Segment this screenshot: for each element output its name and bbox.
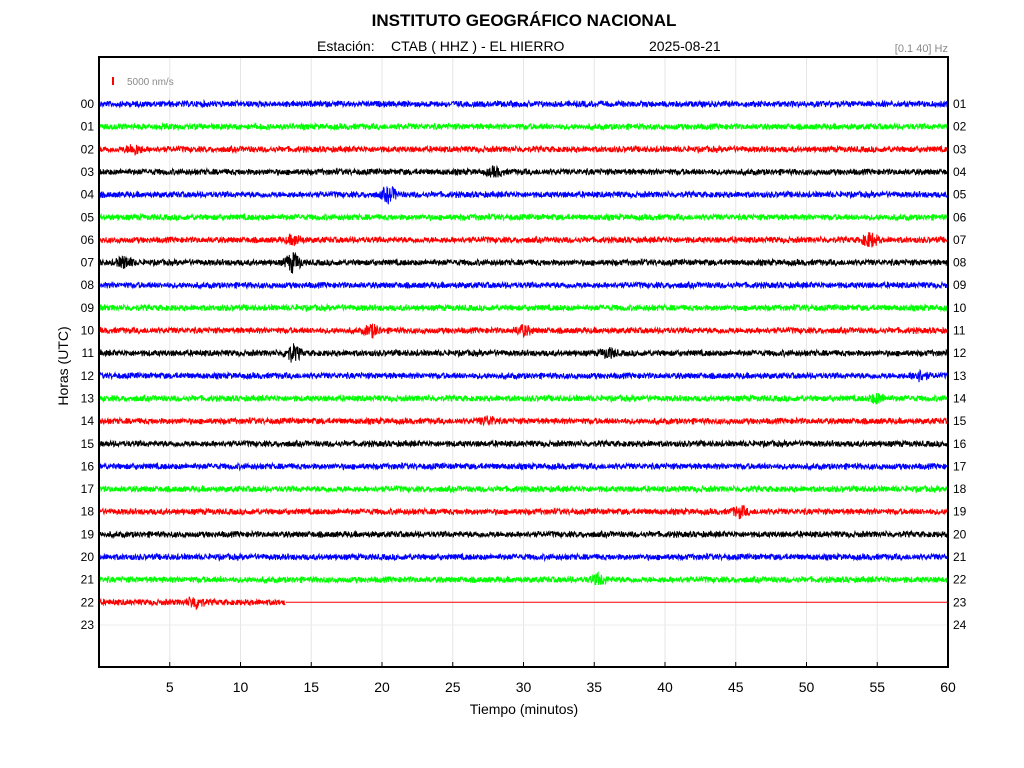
- right-hour-label: 05: [953, 188, 967, 202]
- right-hour-label: 18: [953, 482, 967, 496]
- trace-hour-21: [98, 571, 949, 586]
- left-hour-label: 02: [81, 142, 95, 156]
- chart-title: INSTITUTO GEOGRÁFICO NACIONAL: [372, 11, 677, 30]
- x-axis-ticks: 5 10 15 20 25 30 35 40 45 50 55 60: [166, 662, 956, 695]
- scale-bar: [112, 77, 114, 85]
- station-name: CTAB ( HHZ ) - EL HIERRO: [391, 38, 565, 54]
- right-hour-label: 02: [953, 120, 967, 134]
- trace-hour-18: [98, 504, 949, 520]
- right-hour-label: 12: [953, 346, 967, 360]
- right-hour-label: 03: [953, 142, 967, 156]
- right-hour-label: 20: [953, 527, 967, 541]
- trace-hour-04: [98, 185, 949, 205]
- record-date: 2025-08-21: [649, 38, 721, 54]
- y-axis-label: Horas (UTC): [55, 326, 71, 405]
- x-tick-label: 60: [940, 679, 956, 695]
- trace-hour-17: [98, 484, 949, 494]
- trace-hour-11: [98, 343, 949, 363]
- x-tick-label: 15: [303, 679, 319, 695]
- right-hour-label: 22: [953, 573, 967, 587]
- trace-hour-00: [98, 98, 949, 109]
- x-tick-label: 45: [728, 679, 744, 695]
- x-tick-label: 40: [657, 679, 673, 695]
- right-hour-label: 17: [953, 459, 967, 473]
- right-hour-labels: 01 02 03 04 05 06 07 08 09 10 11 12 13 14 15 16 17 18 19 20…: [953, 97, 967, 632]
- right-hour-label: 09: [953, 278, 967, 292]
- trace-hour-07: [98, 251, 949, 274]
- trace-hour-03: [98, 164, 949, 178]
- left-hour-label: 07: [81, 256, 95, 270]
- trace-hour-12: [98, 368, 949, 383]
- trace-hour-22: [98, 596, 286, 610]
- x-tick-label: 35: [586, 679, 602, 695]
- right-hour-label: 19: [953, 505, 967, 519]
- trace-hour-09: [98, 302, 949, 313]
- station-label: Estación:: [317, 38, 375, 54]
- right-hour-label: 11: [953, 324, 966, 338]
- left-hour-label: 21: [81, 573, 95, 587]
- left-hour-label: 16: [81, 459, 95, 473]
- x-tick-label: 55: [869, 679, 885, 695]
- x-axis-label: Tiempo (minutos): [470, 701, 578, 717]
- left-hour-label: 01: [81, 120, 95, 134]
- left-hour-label: 00: [81, 97, 95, 111]
- left-hour-labels: 00 01 02 03 04 05 06 07 08 09 10 11 12 13 14 15 16 17 18 19…: [81, 97, 95, 632]
- left-hour-label: 14: [81, 414, 95, 428]
- trace-hour-15: [98, 438, 949, 449]
- left-hour-label: 13: [81, 391, 95, 405]
- trace-hour-08: [98, 280, 949, 291]
- scale-label: 5000 nm/s: [127, 77, 174, 88]
- right-hour-label: 13: [953, 369, 967, 383]
- left-hour-label: 09: [81, 301, 95, 315]
- trace-hour-20: [98, 552, 949, 563]
- right-hour-label: 24: [953, 618, 967, 632]
- left-hour-label: 22: [81, 595, 95, 609]
- trace-hour-14: [98, 415, 949, 427]
- x-tick-label: 30: [516, 679, 532, 695]
- right-hour-label: 06: [953, 210, 967, 224]
- right-hour-label: 04: [953, 165, 967, 179]
- trace-hour-13: [98, 393, 949, 405]
- trace-hour-01: [98, 121, 949, 132]
- x-tick-label: 20: [374, 679, 390, 695]
- right-hour-label: 10: [953, 301, 967, 315]
- left-hour-label: 20: [81, 550, 95, 564]
- right-hour-label: 14: [953, 391, 967, 405]
- left-hour-label: 15: [81, 437, 95, 451]
- trace-hour-02: [98, 144, 949, 156]
- trace-hour-05: [98, 212, 949, 222]
- trace-hour-19: [98, 529, 949, 540]
- left-hour-label: 17: [81, 482, 95, 496]
- right-hour-label: 07: [953, 233, 967, 247]
- left-hour-label: 19: [81, 527, 95, 541]
- trace-hour-10: [98, 323, 949, 339]
- seismic-traces: [98, 98, 949, 610]
- right-hour-label: 16: [953, 437, 967, 451]
- right-hour-label: 21: [953, 550, 967, 564]
- x-tick-label: 25: [445, 679, 461, 695]
- trace-hour-16: [98, 461, 949, 472]
- right-hour-label: 15: [953, 414, 967, 428]
- left-hour-label: 08: [81, 278, 95, 292]
- left-hour-label: 04: [81, 188, 95, 202]
- x-tick-label: 5: [166, 679, 174, 695]
- trace-hour-06: [98, 232, 949, 248]
- left-hour-label: 06: [81, 233, 95, 247]
- left-hour-label: 12: [81, 369, 95, 383]
- left-hour-label: 10: [81, 324, 95, 338]
- left-hour-label: 11: [82, 346, 95, 360]
- left-hour-label: 03: [81, 165, 95, 179]
- filter-band: [0.1 40] Hz: [895, 43, 948, 55]
- left-hour-label: 05: [81, 210, 95, 224]
- x-tick-label: 50: [799, 679, 815, 695]
- x-tick-label: 10: [233, 679, 249, 695]
- right-hour-label: 08: [953, 256, 967, 270]
- left-hour-label: 23: [81, 618, 95, 632]
- right-hour-label: 23: [953, 595, 967, 609]
- left-hour-label: 18: [81, 505, 95, 519]
- right-hour-label: 01: [953, 97, 967, 111]
